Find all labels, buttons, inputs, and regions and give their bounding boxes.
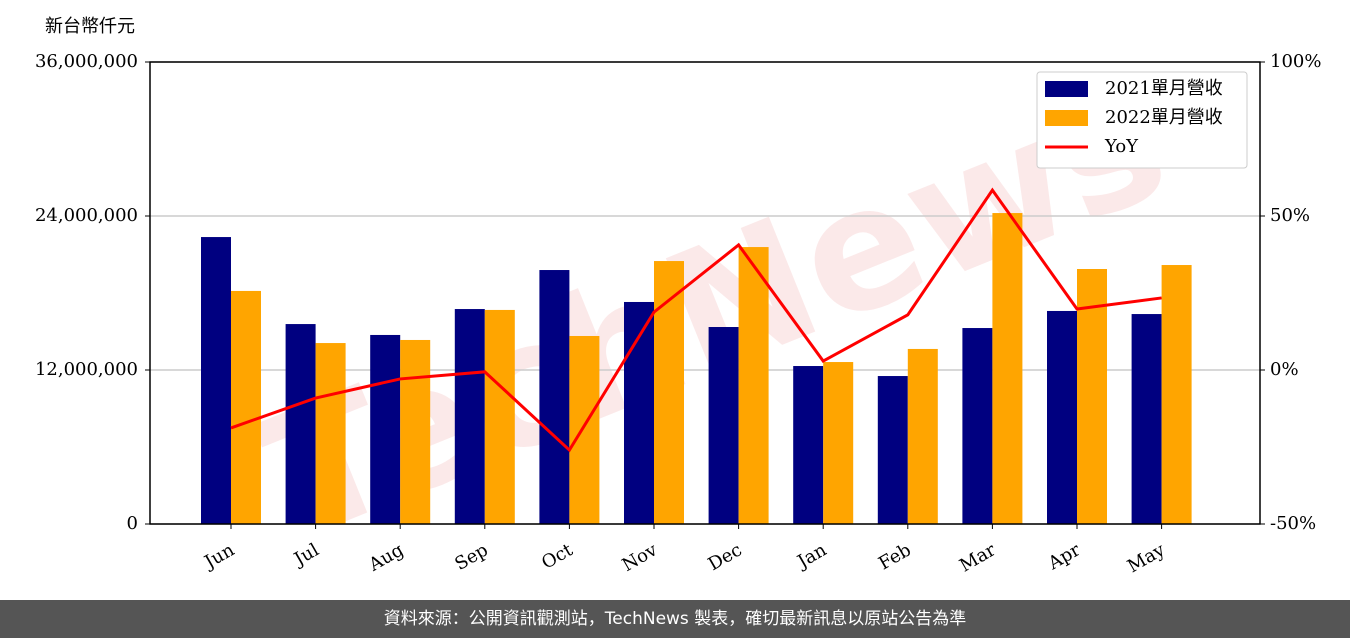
y-tick-label: 0 bbox=[127, 513, 138, 534]
footer: 資料來源：公開資訊觀測站，TechNews 製表，確切最新訊息以原站公告為準 bbox=[0, 600, 1350, 638]
x-tick-label: Dec bbox=[705, 539, 746, 575]
legend-box bbox=[1036, 71, 1248, 169]
bar bbox=[877, 376, 908, 524]
x-tick-label: Nov bbox=[619, 539, 662, 576]
x-tick-label: Feb bbox=[875, 539, 915, 574]
legend-swatch bbox=[1045, 81, 1088, 97]
y2-tick-label: -50% bbox=[1270, 513, 1316, 534]
x-tick-label: Apr bbox=[1044, 539, 1084, 574]
y2-tick-label: 50% bbox=[1270, 205, 1310, 226]
yoy-line bbox=[230, 187, 1162, 453]
bar bbox=[654, 261, 684, 524]
x-tick-label: Jun bbox=[199, 539, 238, 574]
legend-label: 2022單月營收 bbox=[1105, 107, 1223, 128]
bar bbox=[1161, 265, 1192, 524]
bar bbox=[315, 343, 346, 524]
bar bbox=[454, 309, 485, 524]
x-tick-label: Mar bbox=[956, 539, 1000, 576]
bar bbox=[823, 362, 854, 524]
bar bbox=[738, 247, 769, 524]
y-axis-title: 新台幣仟元 bbox=[45, 16, 135, 37]
bar bbox=[539, 270, 570, 524]
bar bbox=[400, 339, 431, 524]
x-tick-label: May bbox=[1124, 539, 1169, 577]
bar bbox=[1047, 310, 1077, 524]
bar bbox=[793, 366, 824, 524]
bar bbox=[285, 324, 316, 524]
plot-frame bbox=[149, 61, 1261, 525]
x-tick-label: Jan bbox=[792, 539, 830, 573]
y-tick-label: 12,000,000 bbox=[35, 359, 138, 380]
bar bbox=[1131, 314, 1162, 524]
bar bbox=[992, 213, 1023, 524]
y-tick-label: 36,000,000 bbox=[35, 51, 138, 72]
bar bbox=[907, 348, 938, 524]
bar bbox=[1077, 269, 1107, 524]
bar bbox=[231, 290, 261, 524]
bar bbox=[484, 309, 515, 524]
legend-swatch bbox=[1045, 110, 1088, 126]
bar bbox=[962, 328, 993, 524]
bar bbox=[370, 334, 401, 524]
bar bbox=[201, 237, 231, 524]
x-tick-label: Oct bbox=[538, 539, 577, 574]
bar bbox=[569, 335, 600, 524]
y2-tick-label: 0% bbox=[1270, 359, 1299, 380]
y-tick-label: 24,000,000 bbox=[35, 205, 138, 226]
chart: 新台幣仟元 TechNews 012,000,00024,000,00036,0… bbox=[35, 16, 1322, 578]
x-tick-label: Sep bbox=[451, 539, 491, 574]
legend-label: 2021單月營收 bbox=[1105, 78, 1223, 99]
bar bbox=[708, 327, 739, 524]
y2-tick-label: 100% bbox=[1270, 51, 1321, 72]
legend-label: YoY bbox=[1104, 136, 1139, 157]
